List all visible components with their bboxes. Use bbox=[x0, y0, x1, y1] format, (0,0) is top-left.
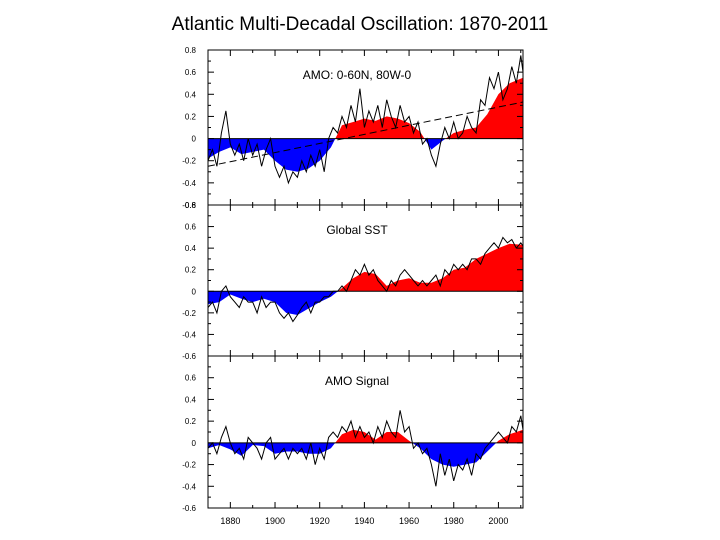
y-tick-label: -0.4 bbox=[182, 330, 196, 339]
y-tick-label: -0.2 bbox=[182, 461, 196, 470]
y-tick-label: 0.8 bbox=[185, 46, 197, 55]
y-tick-label: 0.6 bbox=[185, 68, 197, 77]
positive-area bbox=[208, 77, 523, 139]
y-tick-label: 0 bbox=[192, 439, 197, 448]
y-tick-label: -0.2 bbox=[182, 309, 196, 318]
y-tick-label: 0 bbox=[192, 287, 197, 296]
negative-area bbox=[208, 291, 523, 315]
y-tick-label: 0.2 bbox=[185, 417, 197, 426]
panel-title: AMO Signal bbox=[325, 374, 389, 388]
x-tick-label: 2000 bbox=[488, 516, 508, 526]
y-tick-label: -0.6 bbox=[182, 201, 196, 210]
annual-line bbox=[207, 55, 524, 185]
positive-area bbox=[337, 243, 523, 292]
y-tick-label: 0.4 bbox=[185, 244, 197, 253]
y-tick-label: 0.6 bbox=[185, 374, 197, 383]
y-tick-label: 0.4 bbox=[185, 90, 197, 99]
y-tick-label: -0.4 bbox=[182, 482, 196, 491]
y-tick-label: -0.6 bbox=[182, 504, 196, 513]
annual-line bbox=[207, 236, 524, 323]
y-tick-label: 0.4 bbox=[185, 395, 197, 404]
x-tick-label: 1920 bbox=[310, 516, 330, 526]
panel-3: AMO Signal 0.6 0.4 0.2 0 -0.2 -0.4 -0.6 1880 1900… bbox=[182, 355, 524, 526]
y-tick-label: 0 bbox=[192, 135, 197, 144]
annual-line bbox=[207, 410, 524, 487]
y-tick-label: 0.2 bbox=[185, 266, 197, 275]
trend-line bbox=[207, 101, 524, 167]
x-tick-label: 1880 bbox=[220, 516, 240, 526]
panel-1: AMO: 0-60N, 80W-0 0.8 0.6 0.4 0.2 0 -0.2 -0.4 -0… bbox=[182, 46, 524, 210]
chart-title: Atlantic Multi-Decadal Oscillation: 1870… bbox=[171, 14, 549, 35]
y-tick-label: -0.2 bbox=[182, 157, 196, 166]
x-tick-label: 1980 bbox=[444, 516, 464, 526]
y-tick-label: -0.4 bbox=[182, 179, 196, 188]
panel-title: AMO: 0-60N, 80W-0 bbox=[303, 68, 412, 82]
x-tick-label: 1900 bbox=[265, 516, 285, 526]
y-tick-label: 0.2 bbox=[185, 112, 197, 121]
x-tick-label: 1960 bbox=[399, 516, 419, 526]
y-tick-label: 0.6 bbox=[185, 223, 197, 232]
y-tick-label: 0.8 bbox=[185, 201, 197, 210]
panel-2: Global SST 0.8 0.6 0.4 0.2 0 -0.2 -0.4 -0.6 bbox=[182, 201, 524, 361]
x-tick-label: 1940 bbox=[354, 516, 374, 526]
y-tick-label: -0.6 bbox=[182, 352, 196, 361]
negative-area bbox=[208, 442, 497, 467]
panel-title: Global SST bbox=[326, 223, 388, 237]
